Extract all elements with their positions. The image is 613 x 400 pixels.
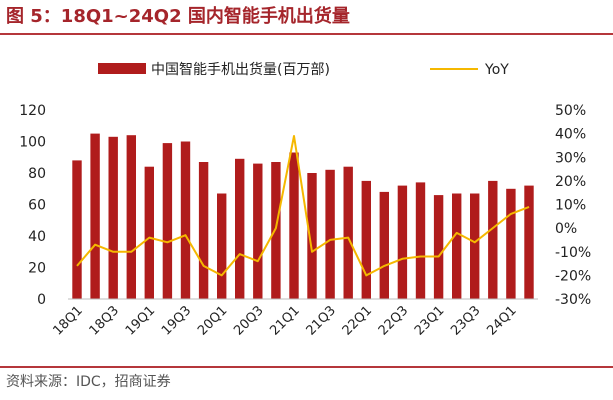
source-divider [0,366,613,368]
bar-18Q4 [126,135,136,299]
title-divider [0,33,613,35]
y-right-tick-label: -10% [555,245,591,261]
x-tick-label: 18Q3 [87,303,122,338]
y-left-tick-label: 20 [28,261,46,277]
x-tick-label: 19Q3 [159,303,194,338]
bar-24Q2 [524,185,534,299]
y-left-tick-label: 0 [37,292,46,308]
y-left-tick-label: 60 [28,198,46,214]
legend-bar-label: 中国智能手机出货量(百万部) [151,61,330,78]
y-right-tick-label: 0% [555,221,577,237]
bar-23Q3 [470,193,480,299]
yoy-line [76,135,530,277]
bar-20Q2 [235,158,245,299]
x-tick-label: 24Q1 [484,303,519,338]
bar-19Q1 [144,166,154,299]
figure-title: 图 5：18Q1~24Q2 国内智能手机出货量 [6,6,350,27]
legend-line-label: YoY [484,62,509,78]
bar-20Q4 [271,162,281,299]
shipments-chart: 中国智能手机出货量(百万部) YoY 0 20 40 60 80 100 120 -30% -20%… [19,61,591,339]
bar-18Q1 [72,160,82,299]
x-tick-label: 22Q3 [376,303,411,338]
x-tick-label: 19Q1 [123,303,158,338]
bar-23Q2 [452,193,462,299]
x-tick-label: 20Q1 [195,303,230,338]
y-right-tick-label: 50% [555,103,586,119]
x-tick-label: 18Q1 [50,303,85,338]
bar-21Q2 [307,173,317,299]
x-tick-label: 21Q1 [267,303,302,338]
x-tick-label: 21Q3 [304,303,339,338]
bar-18Q3 [108,136,118,299]
x-tick-label: 23Q3 [448,303,483,338]
x-tick-label: 22Q1 [340,303,375,338]
bar-19Q3 [180,141,191,299]
y-left-tick-label: 80 [28,166,46,182]
bar-20Q1 [217,193,227,299]
bar-19Q2 [162,143,173,299]
y-right-tick-label: -30% [555,292,591,308]
bar-19Q4 [198,162,209,299]
bar-22Q4 [415,182,426,299]
bar-22Q3 [397,185,408,299]
bar-23Q4 [488,180,498,299]
y-right-tick-label: 40% [555,127,586,143]
legend-bar-swatch [98,63,146,74]
bar-21Q4 [343,166,353,299]
y-right-tick-label: 20% [555,174,586,190]
x-tick-label: 23Q1 [412,303,447,338]
y-left-tick-label: 120 [19,103,46,119]
bar-18Q2 [90,133,100,299]
bar-21Q1 [289,152,299,299]
y-right-tick-label: 10% [555,198,586,214]
bar-22Q1 [361,180,371,299]
bar-20Q3 [253,163,263,299]
y-right-tick-label: -20% [555,268,591,284]
bar-22Q2 [379,191,389,299]
bar-21Q3 [325,169,335,299]
y-left-tick-label: 40 [28,229,46,245]
y-left-tick-label: 100 [19,135,46,151]
bar-24Q1 [506,188,516,300]
bar-23Q1 [433,195,444,299]
y-right-tick-label: 30% [555,150,586,166]
source-note: 资料来源：IDC，招商证券 [6,374,171,390]
x-tick-label: 20Q3 [231,303,266,338]
